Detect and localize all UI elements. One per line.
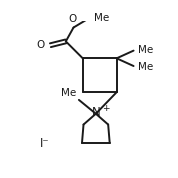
Text: +: + [102,104,109,113]
Text: N: N [92,106,101,119]
Text: Me: Me [93,12,109,22]
Text: Me: Me [138,45,153,55]
Text: O: O [37,40,45,50]
Text: Me: Me [61,88,76,98]
Text: O: O [69,14,77,24]
Text: Me: Me [138,62,153,72]
Text: I⁻: I⁻ [40,137,49,150]
